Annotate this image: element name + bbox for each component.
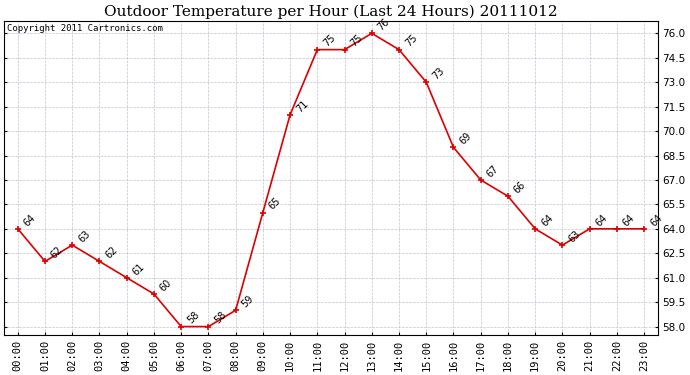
Text: 75: 75 <box>322 33 337 49</box>
Text: 59: 59 <box>240 294 255 309</box>
Text: 67: 67 <box>485 164 501 179</box>
Text: 75: 75 <box>348 33 364 49</box>
Text: 64: 64 <box>540 212 555 228</box>
Text: 60: 60 <box>158 278 174 293</box>
Title: Outdoor Temperature per Hour (Last 24 Hours) 20111012: Outdoor Temperature per Hour (Last 24 Ho… <box>104 4 558 18</box>
Text: 64: 64 <box>594 212 609 228</box>
Text: 66: 66 <box>512 180 528 195</box>
Text: 63: 63 <box>566 229 582 244</box>
Text: 61: 61 <box>131 261 146 277</box>
Text: 75: 75 <box>403 33 419 49</box>
Text: 62: 62 <box>49 245 65 261</box>
Text: 63: 63 <box>77 229 92 244</box>
Text: 64: 64 <box>649 212 664 228</box>
Text: 62: 62 <box>104 245 119 261</box>
Text: 58: 58 <box>213 310 228 326</box>
Text: 76: 76 <box>376 17 392 33</box>
Text: 73: 73 <box>431 66 446 81</box>
Text: 64: 64 <box>621 212 637 228</box>
Text: 58: 58 <box>186 310 201 326</box>
Text: 71: 71 <box>294 98 310 114</box>
Text: 65: 65 <box>267 196 283 212</box>
Text: 64: 64 <box>22 212 38 228</box>
Text: Copyright 2011 Cartronics.com: Copyright 2011 Cartronics.com <box>8 24 164 33</box>
Text: 69: 69 <box>457 131 473 147</box>
